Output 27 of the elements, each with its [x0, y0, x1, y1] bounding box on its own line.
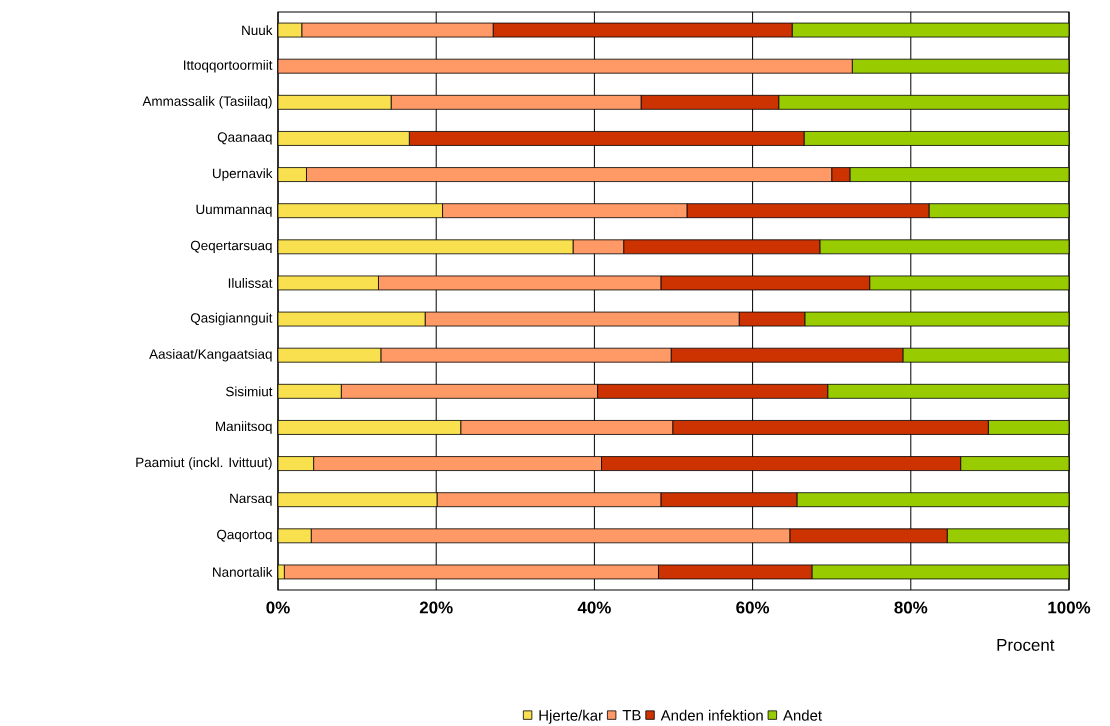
y-tick-label: Qasigiannguit	[190, 312, 273, 326]
y-tick-label: Nuuk	[242, 25, 273, 35]
y-tick-label: Qaanaaq	[217, 132, 272, 145]
x-tick-label: 40%	[577, 601, 611, 614]
y-tick-label: Uummannaq	[196, 204, 272, 217]
legend-label: Anden infektion	[660, 709, 763, 721]
y-tick-label: Qaqortoq	[217, 529, 272, 542]
x-tick-label: 100%	[1048, 601, 1091, 614]
y-tick-label: Maniitsoq	[216, 421, 272, 434]
y-tick-label: Upernavik	[212, 168, 273, 181]
y-tick-label: Ammassalik (Tasiilaq)	[142, 96, 272, 109]
x-axis-title: Procent	[997, 639, 1055, 651]
y-tick-label: Ilulissat	[228, 277, 273, 288]
legend-label: TB	[622, 710, 641, 721]
legend-label: Hjerte/kar	[539, 709, 603, 724]
x-tick-label: 80%	[894, 601, 928, 614]
x-tick-label: 20%	[419, 601, 453, 614]
y-tick-label: Narsaq	[230, 493, 272, 506]
y-tick-label: Paamiut (inckl. Ivittuut)	[136, 457, 272, 470]
y-tick-label: Qeqertarsuaq	[190, 240, 272, 253]
y-tick-label: Sisimiut	[226, 386, 273, 397]
x-tick-label: 0%	[266, 601, 290, 614]
x-tick-label: 60%	[736, 601, 770, 614]
y-tick-label: Nanortalik	[213, 566, 273, 577]
y-tick-label: Ittoqqortoormiit	[184, 59, 273, 73]
y-tick-label: Aasiaat/Kangaatsiaq	[149, 348, 272, 362]
legend-label: Andet	[783, 709, 822, 721]
